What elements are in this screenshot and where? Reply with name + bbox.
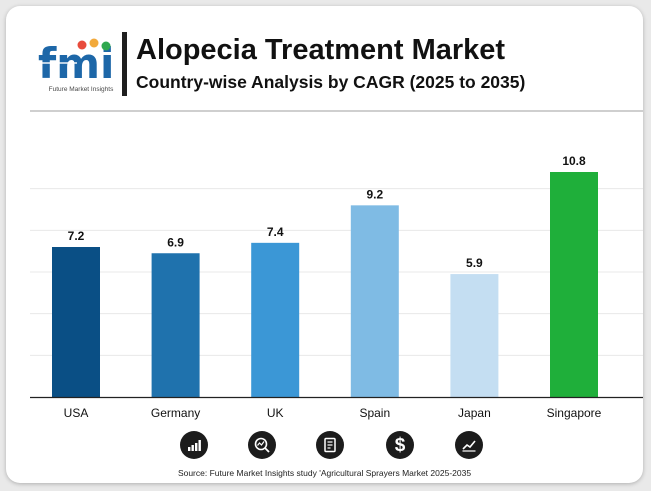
fmi-logo: fmi — [37, 38, 114, 88]
source-note: Source: Future Market Insights study 'Ag… — [177, 468, 472, 478]
data-label-spain: 9.2 — [366, 187, 383, 201]
data-label-singapore: 10.8 — [562, 154, 586, 168]
x-tick-label-germany: Germany — [151, 406, 200, 420]
title-accent-bar — [122, 32, 127, 96]
bar-usa — [52, 247, 100, 397]
bar-uk — [251, 242, 300, 397]
bar-germany — [151, 253, 200, 397]
search-chart-icon — [248, 431, 276, 459]
dollar-icon: $ — [386, 431, 414, 459]
x-tick-label-uk: UK — [267, 406, 284, 420]
logo-tagline: Future Market Insights — [48, 86, 114, 93]
page-subtitle: Country-wise Analysis by CAGR (2025 to 2… — [136, 72, 526, 92]
bar-chart: 7.2 USA 6.9 Germany 7.4 UK 9.2 Spain 5.9 Japan 10.… — [30, 154, 643, 420]
report-icon — [316, 431, 344, 459]
data-label-usa: 7.2 — [68, 229, 85, 243]
data-label-japan: 5.9 — [466, 256, 483, 270]
data-label-uk: 7.4 — [267, 225, 284, 239]
header-divider — [30, 110, 643, 112]
x-tick-label-usa: USA — [64, 406, 89, 420]
bar-singapore — [550, 172, 598, 397]
line-chart-icon — [455, 431, 483, 459]
x-tick-label-spain: Spain — [359, 406, 390, 420]
x-tick-label-japan: Japan — [458, 406, 491, 420]
x-tick-label-singapore: Singapore — [547, 406, 602, 420]
chart-card: fmi Future Market Insights Alopecia Trea… — [6, 6, 643, 483]
data-label-germany: 6.9 — [167, 235, 184, 249]
bar-spain — [350, 205, 399, 397]
bar-chart-icon — [180, 431, 208, 459]
bar-japan — [450, 274, 499, 397]
page-title: Alopecia Treatment Market — [136, 34, 506, 66]
